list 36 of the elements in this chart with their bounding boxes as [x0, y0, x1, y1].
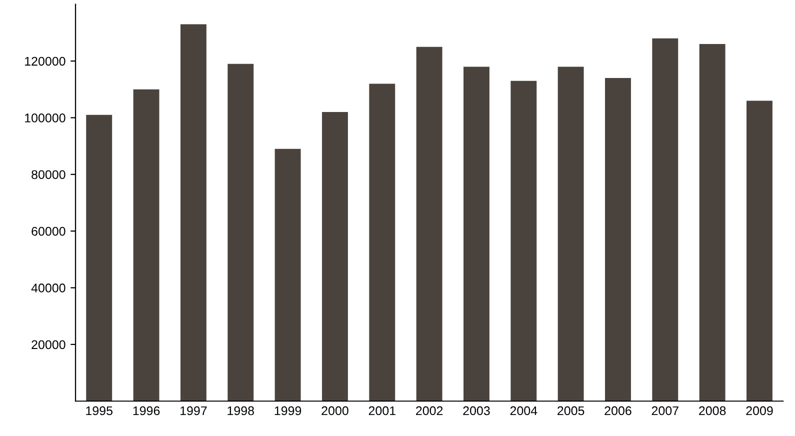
- bar: [86, 114, 112, 402]
- x-tick-label: 2003: [463, 406, 490, 416]
- bar: [369, 84, 396, 402]
- y-tick-label: 120000: [25, 56, 66, 66]
- bar: [133, 89, 160, 402]
- bar: [652, 38, 678, 402]
- x-tick-label: 2007: [652, 406, 678, 416]
- x-tick-label: 2008: [699, 406, 726, 416]
- x-tick-label: 1998: [228, 406, 254, 416]
- x-tick-label: 1997: [180, 406, 207, 416]
- x-tick-label: 2005: [558, 406, 584, 416]
- bar: [322, 112, 348, 402]
- bar: [416, 46, 442, 402]
- bar: [464, 66, 490, 402]
- x-tick-label: 1996: [133, 406, 160, 416]
- bar: [746, 100, 772, 402]
- x-tick-label: 2002: [416, 406, 443, 416]
- x-tick-label: 2009: [746, 406, 773, 416]
- bar: [605, 78, 631, 402]
- y-tick-label: 20000: [32, 340, 66, 350]
- y-tick-label: 80000: [32, 170, 66, 180]
- bar: [180, 24, 206, 402]
- bar: [699, 44, 726, 402]
- bar: [228, 64, 254, 402]
- x-tick-label: 1995: [86, 406, 112, 416]
- x-tick-label: 1999: [274, 406, 302, 416]
- bar: [510, 80, 537, 402]
- x-tick-label: 2000: [322, 406, 348, 416]
- x-tick-label: 2004: [510, 406, 538, 416]
- bar: [558, 66, 584, 402]
- y-tick-label: 40000: [31, 284, 66, 292]
- y-tick-label: 60000: [32, 226, 66, 236]
- x-tick-label: 2001: [368, 406, 396, 416]
- bar: [274, 148, 301, 402]
- y-tick-label: 100000: [25, 114, 66, 122]
- x-tick-label: 2006: [604, 406, 632, 416]
